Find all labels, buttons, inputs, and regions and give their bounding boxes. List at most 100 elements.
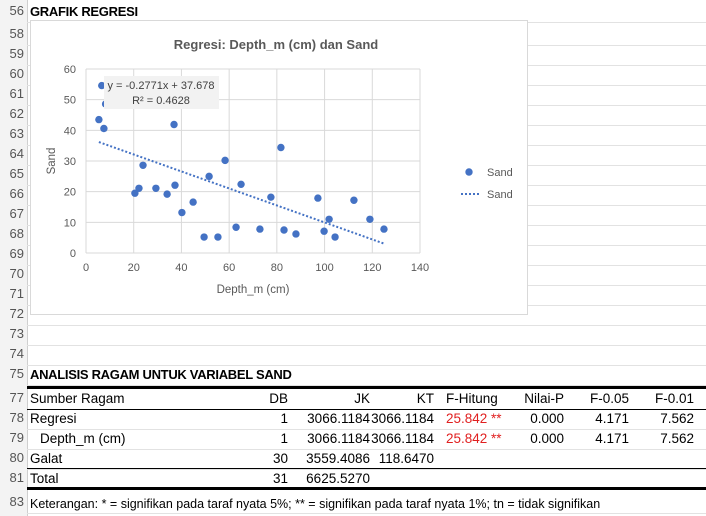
row-number[interactable]: 81 <box>9 470 24 485</box>
data-point <box>320 227 328 235</box>
row-number[interactable]: 71 <box>9 286 24 301</box>
row-number[interactable]: 67 <box>9 206 24 221</box>
data-point <box>163 190 171 198</box>
row-number[interactable]: 79 <box>9 430 24 445</box>
row-number[interactable]: 56 <box>9 3 24 18</box>
header-bottom-border <box>27 409 706 410</box>
table-cell: 4.171 <box>595 411 629 426</box>
table-cell: 6625.5270 <box>306 471 370 486</box>
row-number[interactable]: 61 <box>9 86 24 101</box>
section-title-anova: ANALISIS RAGAM UNTUK VARIABEL SAND <box>30 367 292 382</box>
table-cell: 25.842 ** <box>446 431 502 446</box>
row-number[interactable]: 77 <box>9 390 24 405</box>
row-number[interactable]: 66 <box>9 186 24 201</box>
data-point <box>135 184 143 192</box>
table-cell: 3066.1184 <box>307 411 370 426</box>
gridline <box>27 513 706 514</box>
gridline <box>27 469 706 470</box>
x-tick-label: 80 <box>271 262 283 274</box>
x-tick-label: 140 <box>411 262 429 274</box>
table-cell: 1 <box>280 411 288 426</box>
y-tick-label: 0 <box>70 248 76 260</box>
row-number[interactable]: 59 <box>9 46 24 61</box>
row-number[interactable]: 75 <box>9 366 24 381</box>
legend-label: Sand <box>487 189 513 201</box>
row-number[interactable]: 70 <box>9 266 24 281</box>
data-point <box>221 156 229 165</box>
x-tick-label: 60 <box>223 262 235 274</box>
table-cell: Galat <box>30 451 63 466</box>
row-number[interactable]: 83 <box>9 494 24 509</box>
column-header: DB <box>269 391 288 406</box>
table-cell: Total <box>30 471 59 486</box>
data-point <box>171 181 179 189</box>
row-number[interactable]: 64 <box>9 146 24 161</box>
x-tick-label: 120 <box>363 262 381 274</box>
data-point <box>232 223 240 231</box>
data-point <box>189 198 197 206</box>
y-tick-label: 20 <box>64 187 76 199</box>
y-tick-label: 40 <box>64 125 76 137</box>
row-number[interactable]: 63 <box>9 126 24 141</box>
data-point <box>350 196 358 204</box>
table-cell: 31 <box>272 471 288 486</box>
gridline <box>27 325 706 326</box>
table-cell: 3066.1184 <box>371 431 434 446</box>
row-number[interactable]: 60 <box>9 66 24 81</box>
x-tick-label: 40 <box>175 262 187 274</box>
data-point <box>366 215 374 223</box>
table-cell: 1 <box>280 431 288 446</box>
y-tick-label: 50 <box>64 95 76 107</box>
note-text: Keterangan: * = signifikan pada taraf ny… <box>30 497 601 511</box>
y-axis-label: Sand <box>46 148 58 175</box>
column-header: KT <box>416 391 434 406</box>
row-number[interactable]: 68 <box>9 226 24 241</box>
y-tick-label: 60 <box>64 64 76 76</box>
equation-label: y = -0.2771x + 37.678 <box>107 80 214 92</box>
row-number[interactable]: 80 <box>9 450 24 465</box>
data-point <box>100 124 108 133</box>
chart[interactable]: Regresi: Depth_m (cm) dan Sand 0 10 20 30 40 5… <box>30 20 528 315</box>
table-cell: 0.000 <box>530 411 564 426</box>
trendline <box>98 141 385 245</box>
x-tick-label: 0 <box>83 262 89 274</box>
x-tick-label: 100 <box>315 262 333 274</box>
row-number[interactable]: 72 <box>9 306 24 321</box>
column-header: JK <box>354 391 370 406</box>
data-point <box>237 180 245 189</box>
row-number[interactable]: 74 <box>9 346 24 361</box>
data-point <box>178 208 186 217</box>
table-cell: 3066.1184 <box>307 431 370 446</box>
table-cell: 0.000 <box>530 431 564 446</box>
legend-marker-scatter <box>465 168 473 176</box>
row-number[interactable]: 62 <box>9 106 24 121</box>
table-cell: 7.562 <box>660 411 694 426</box>
gridline <box>27 365 706 366</box>
data-point <box>205 172 213 181</box>
data-point <box>98 81 106 90</box>
row-number[interactable]: 73 <box>9 326 24 341</box>
column-header: F-0.01 <box>654 391 694 406</box>
data-point <box>95 115 103 124</box>
data-point <box>200 233 208 241</box>
data-point <box>292 230 300 238</box>
data-point <box>152 184 160 192</box>
table-cell: 4.171 <box>595 431 629 446</box>
data-point <box>380 225 388 233</box>
data-point <box>331 233 339 241</box>
row-number[interactable]: 58 <box>9 26 24 41</box>
data-point <box>325 215 333 223</box>
row-number[interactable]: 69 <box>9 246 24 261</box>
galat-bottom-border <box>27 468 706 469</box>
data-point <box>139 161 147 169</box>
equation-box <box>104 76 219 109</box>
table-cell: Regresi <box>30 411 77 426</box>
x-axis-label: Depth_m (cm) <box>217 284 290 296</box>
table-cell: 25.842 ** <box>446 411 502 426</box>
data-point <box>314 194 322 202</box>
table-cell: 30 <box>272 451 288 466</box>
row-number[interactable]: 78 <box>9 410 24 425</box>
legend-label: Sand <box>487 167 513 179</box>
chart-svg: Regresi: Depth_m (cm) dan Sand 0 10 20 30 40 5… <box>46 37 513 296</box>
row-number[interactable]: 65 <box>9 166 24 181</box>
